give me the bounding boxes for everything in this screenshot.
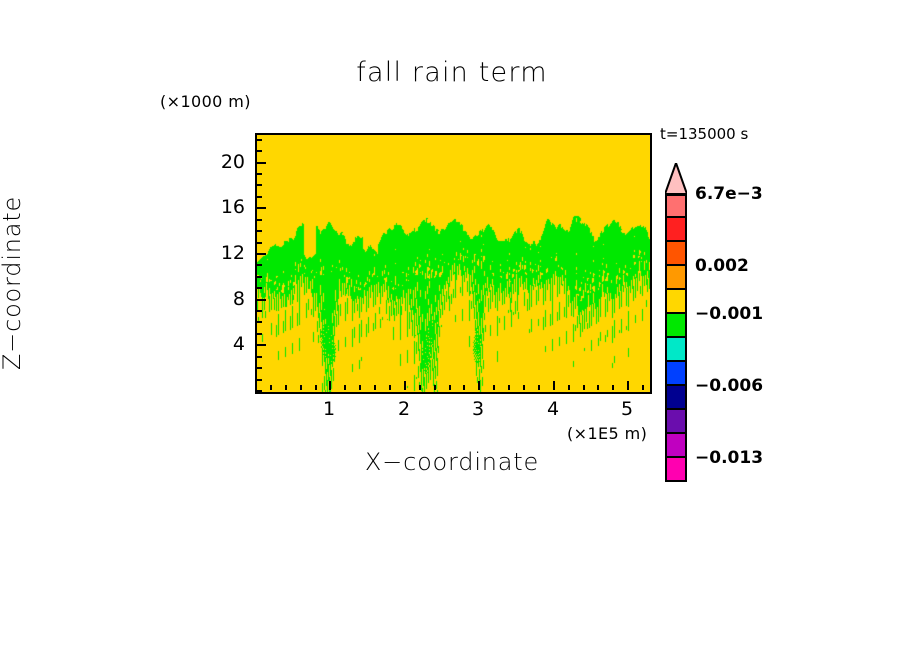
y-tick-minor (257, 333, 262, 335)
colorbar-arrow-icon (665, 163, 687, 194)
x-axis-unit-label: (×1E5 m) (567, 424, 648, 443)
y-tick-minor (257, 287, 262, 289)
x-tick-major-1 (404, 381, 406, 390)
colorbar-label-0: 6.7e−3 (695, 184, 763, 204)
y-tick-major-1 (257, 299, 266, 301)
colorbar-label-2: −0.001 (695, 304, 764, 324)
x-axis-title: X−coordinate (364, 448, 540, 476)
x-tick-major-0 (329, 381, 331, 390)
colorbar-band-5 (665, 314, 687, 338)
x-tick-minor (568, 385, 570, 390)
x-tick-major-4 (627, 381, 629, 390)
x-tick-minor (434, 385, 436, 390)
y-tick-major-2 (257, 253, 266, 255)
colorbar-band-2 (665, 242, 687, 266)
z-axis-unit-label: (×1000 m) (160, 92, 251, 111)
y-tick-minor (257, 356, 262, 358)
y-tick-minor (257, 184, 262, 186)
colorbar: t=135000 s 6.7e−3 0.002 −0.001 −0.006 −0.013 (655, 120, 835, 482)
x-tick-major-2 (478, 381, 480, 390)
x-tick-minor (538, 385, 540, 390)
colorbar-band-4 (665, 290, 687, 314)
colorbar-band-0 (665, 194, 687, 218)
x-tick-minor (463, 385, 465, 390)
y-tick-minor (257, 139, 262, 141)
y-tick-major-0 (257, 344, 266, 346)
y-tick-minor (257, 276, 262, 278)
y-tick-label-2: 12 (220, 242, 245, 264)
x-tick-minor (642, 385, 644, 390)
y-tick-label-1: 8 (232, 288, 245, 310)
y-tick-minor (257, 310, 262, 312)
colorbar-band-6 (665, 338, 687, 362)
x-tick-label-1: 2 (397, 398, 411, 420)
y-tick-minor (257, 367, 262, 369)
x-tick-label-3: 4 (546, 398, 560, 420)
y-axis-title: Z−coordinate (0, 195, 26, 371)
y-tick-minor (257, 196, 262, 198)
plot-area (255, 133, 652, 394)
y-tick-label-4: 20 (220, 151, 245, 173)
x-tick-label-0: 1 (322, 398, 336, 420)
x-tick-minor (449, 385, 451, 390)
x-tick-label-4: 5 (620, 398, 634, 420)
y-tick-minor (257, 321, 262, 323)
x-tick-minor (419, 385, 421, 390)
y-tick-minor (257, 150, 262, 152)
colorbar-band-11 (665, 458, 687, 482)
colorbar-label-4: −0.013 (695, 448, 764, 468)
x-tick-minor (583, 385, 585, 390)
x-tick-minor (255, 385, 257, 390)
colorbar-label-3: −0.006 (695, 376, 764, 396)
y-tick-minor (257, 264, 262, 266)
x-tick-minor (315, 385, 317, 390)
y-tick-major-4 (257, 162, 266, 164)
x-tick-minor (374, 385, 376, 390)
x-tick-minor (523, 385, 525, 390)
colorbar-band-7 (665, 362, 687, 386)
colorbar-label-1: 0.002 (695, 256, 749, 276)
x-tick-minor (359, 385, 361, 390)
x-tick-major-3 (553, 381, 555, 390)
y-tick-major-3 (257, 207, 266, 209)
x-tick-minor (493, 385, 495, 390)
y-tick-minor (257, 173, 262, 175)
colorbar-band-10 (665, 434, 687, 458)
x-tick-minor (285, 385, 287, 390)
y-tick-minor (257, 242, 262, 244)
colorbar-bands (665, 194, 687, 482)
colorbar-band-1 (665, 218, 687, 242)
x-tick-minor (508, 385, 510, 390)
x-tick-minor (300, 385, 302, 390)
y-tick-minor (257, 219, 262, 221)
x-tick-minor (344, 385, 346, 390)
colorbar-band-8 (665, 386, 687, 410)
x-tick-minor (597, 385, 599, 390)
contour-field (257, 135, 650, 392)
x-tick-minor (612, 385, 614, 390)
y-tick-label-0: 4 (232, 333, 245, 355)
chart-title: fall rain term (356, 57, 548, 88)
colorbar-band-3 (665, 266, 687, 290)
time-annotation: t=135000 s (660, 125, 749, 143)
y-tick-minor (257, 379, 262, 381)
colorbar-band-9 (665, 410, 687, 434)
x-tick-minor (270, 385, 272, 390)
y-tick-label-3: 16 (220, 196, 245, 218)
y-tick-minor (257, 390, 262, 392)
y-tick-minor (257, 230, 262, 232)
x-tick-minor (389, 385, 391, 390)
x-tick-label-2: 3 (471, 398, 485, 420)
